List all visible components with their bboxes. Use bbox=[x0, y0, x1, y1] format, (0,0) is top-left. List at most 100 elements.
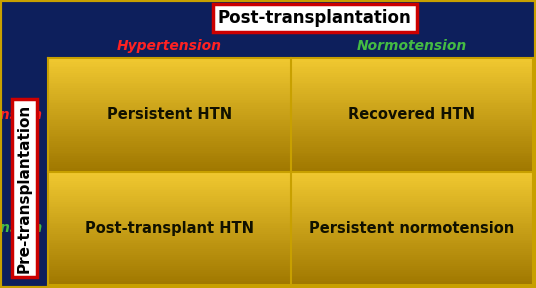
Bar bbox=[291, 149, 533, 151]
Bar bbox=[48, 115, 291, 117]
Bar bbox=[48, 255, 291, 257]
Bar bbox=[48, 262, 291, 264]
Bar bbox=[48, 234, 291, 236]
Bar bbox=[291, 96, 533, 98]
Bar bbox=[291, 84, 533, 86]
Bar bbox=[48, 162, 291, 164]
Text: Hypertension: Hypertension bbox=[0, 108, 43, 122]
Bar bbox=[291, 177, 533, 179]
Bar bbox=[48, 154, 291, 156]
Bar bbox=[48, 92, 291, 94]
Bar bbox=[291, 88, 533, 90]
Bar bbox=[291, 154, 533, 156]
Bar bbox=[291, 60, 533, 62]
Bar bbox=[48, 145, 291, 147]
Bar bbox=[48, 83, 291, 84]
Bar bbox=[291, 242, 533, 243]
Bar bbox=[291, 221, 533, 223]
Bar bbox=[48, 149, 291, 151]
Bar bbox=[291, 122, 533, 124]
Bar bbox=[291, 139, 533, 141]
Bar bbox=[291, 71, 533, 73]
Bar bbox=[48, 147, 291, 149]
Bar bbox=[291, 105, 533, 107]
Bar bbox=[291, 67, 533, 69]
Bar bbox=[48, 281, 291, 283]
Bar bbox=[291, 259, 533, 260]
Bar bbox=[48, 105, 291, 107]
Bar bbox=[48, 69, 291, 71]
Bar bbox=[48, 177, 291, 179]
Bar bbox=[291, 181, 533, 183]
Bar bbox=[48, 113, 291, 115]
Bar bbox=[48, 158, 291, 160]
Bar bbox=[48, 101, 291, 103]
Bar bbox=[48, 164, 291, 166]
Bar bbox=[291, 145, 533, 147]
Bar bbox=[48, 132, 291, 134]
Bar bbox=[291, 196, 533, 198]
Bar bbox=[291, 255, 533, 257]
Bar bbox=[48, 209, 291, 211]
Bar bbox=[48, 120, 291, 122]
Bar bbox=[48, 160, 291, 162]
Bar bbox=[48, 183, 291, 185]
Text: Post-transplant HTN: Post-transplant HTN bbox=[85, 221, 254, 236]
Bar bbox=[291, 276, 533, 277]
Text: Pre-transplantation: Pre-transplantation bbox=[17, 103, 32, 273]
Bar bbox=[291, 168, 533, 170]
Bar bbox=[291, 236, 533, 238]
Bar bbox=[48, 236, 291, 238]
Bar bbox=[291, 219, 533, 221]
Bar bbox=[291, 202, 533, 204]
Bar bbox=[291, 58, 533, 60]
Bar bbox=[48, 276, 291, 277]
Bar bbox=[291, 92, 533, 94]
Bar bbox=[48, 274, 291, 276]
Bar bbox=[48, 185, 291, 187]
Bar bbox=[291, 130, 533, 132]
Bar bbox=[291, 277, 533, 279]
Bar bbox=[48, 126, 291, 128]
Bar bbox=[291, 262, 533, 264]
Bar bbox=[48, 171, 291, 173]
Bar bbox=[291, 251, 533, 253]
Bar bbox=[48, 192, 291, 194]
Bar bbox=[48, 79, 291, 81]
Bar bbox=[291, 274, 533, 276]
Bar bbox=[48, 88, 291, 90]
Bar bbox=[48, 200, 291, 202]
Bar bbox=[48, 71, 291, 73]
Bar bbox=[291, 183, 533, 185]
Bar bbox=[48, 109, 291, 111]
Bar bbox=[291, 283, 533, 285]
Bar bbox=[48, 190, 291, 192]
Bar bbox=[291, 164, 533, 166]
Bar bbox=[48, 100, 291, 101]
Bar bbox=[48, 272, 291, 274]
Bar bbox=[291, 90, 533, 92]
Bar bbox=[291, 213, 533, 215]
Bar bbox=[48, 243, 291, 245]
Bar bbox=[291, 115, 533, 117]
Bar bbox=[291, 113, 533, 115]
Text: Recovered HTN: Recovered HTN bbox=[348, 107, 475, 122]
Bar bbox=[291, 79, 533, 81]
Bar bbox=[48, 153, 291, 154]
Bar bbox=[291, 75, 533, 77]
Bar bbox=[48, 213, 291, 215]
Bar bbox=[48, 245, 291, 247]
Bar bbox=[291, 206, 533, 207]
Bar bbox=[48, 224, 291, 226]
Bar bbox=[48, 60, 291, 62]
Bar bbox=[48, 103, 291, 105]
Bar bbox=[48, 219, 291, 221]
Bar bbox=[291, 245, 533, 247]
Bar bbox=[291, 173, 533, 175]
Bar bbox=[48, 230, 291, 232]
Bar bbox=[291, 64, 533, 66]
Bar bbox=[291, 128, 533, 130]
Bar bbox=[48, 81, 291, 83]
Bar bbox=[48, 117, 291, 119]
Bar bbox=[48, 268, 291, 270]
